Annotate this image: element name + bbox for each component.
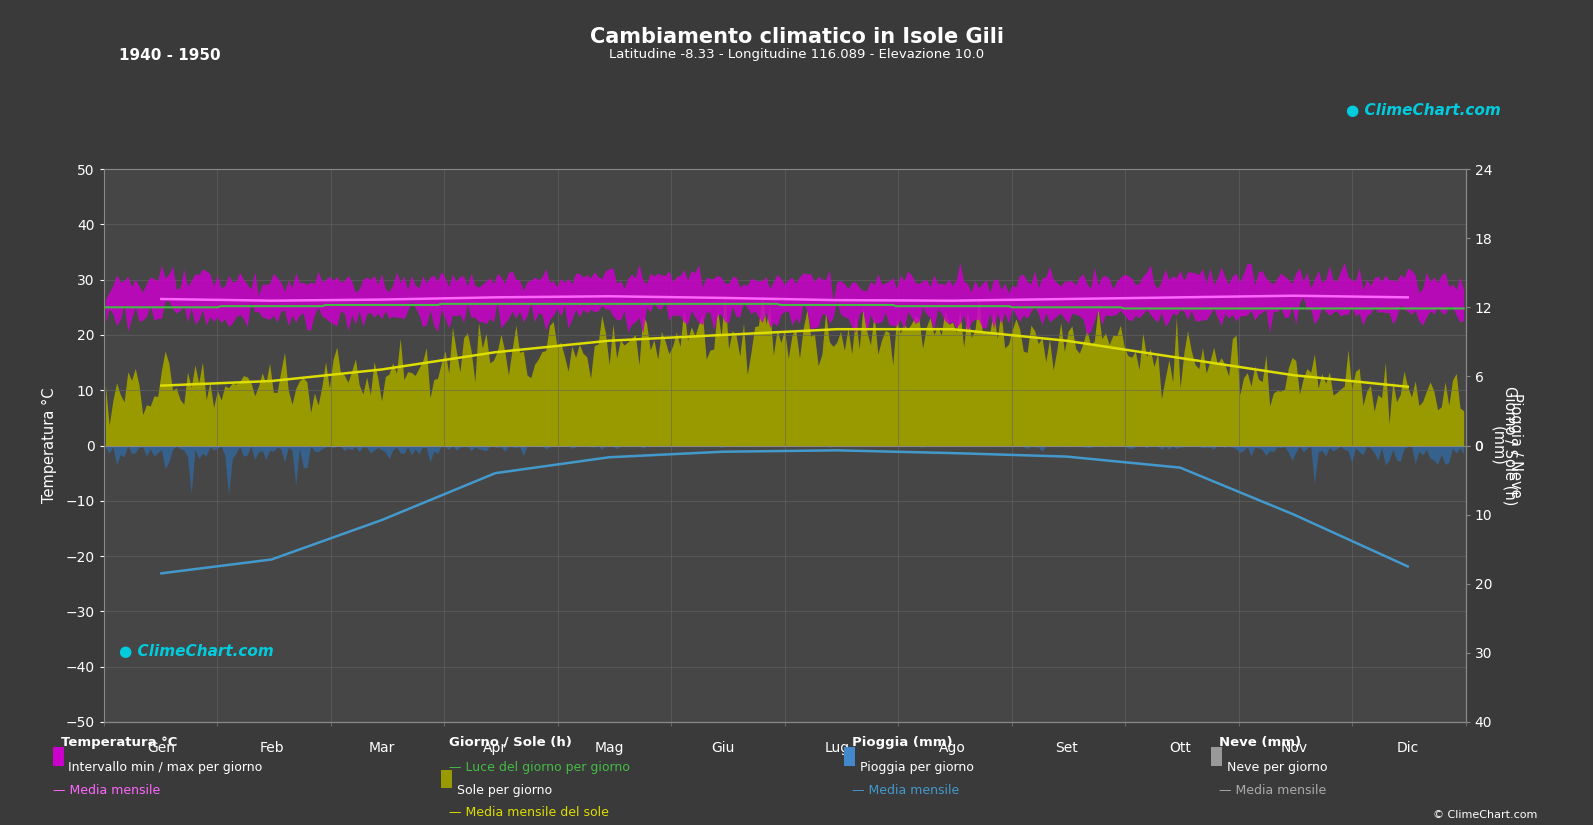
Text: ● ClimeChart.com: ● ClimeChart.com bbox=[119, 644, 274, 658]
Text: Cambiamento climatico in Isole Gili: Cambiamento climatico in Isole Gili bbox=[589, 27, 1004, 47]
Text: — Media mensile: — Media mensile bbox=[53, 784, 159, 797]
Text: Pioggia per giorno: Pioggia per giorno bbox=[860, 761, 973, 775]
Text: Mar: Mar bbox=[368, 741, 395, 755]
Y-axis label: Giorno / Sole (h): Giorno / Sole (h) bbox=[1502, 386, 1518, 505]
Text: Neve (mm): Neve (mm) bbox=[1219, 736, 1301, 749]
Text: Feb: Feb bbox=[260, 741, 284, 755]
Text: Nov: Nov bbox=[1281, 741, 1308, 755]
Text: ● ClimeChart.com: ● ClimeChart.com bbox=[1346, 103, 1501, 118]
Text: Ago: Ago bbox=[938, 741, 965, 755]
Text: Neve per giorno: Neve per giorno bbox=[1227, 761, 1327, 775]
Text: Temperatura °C: Temperatura °C bbox=[61, 736, 177, 749]
Text: Mag: Mag bbox=[594, 741, 624, 755]
Text: 1940 - 1950: 1940 - 1950 bbox=[119, 48, 221, 63]
Text: Giorno / Sole (h): Giorno / Sole (h) bbox=[449, 736, 572, 749]
Text: Gen: Gen bbox=[148, 741, 175, 755]
Text: Dic: Dic bbox=[1397, 741, 1419, 755]
Text: Pioggia (mm): Pioggia (mm) bbox=[852, 736, 953, 749]
Text: Apr: Apr bbox=[483, 741, 508, 755]
Text: — Media mensile: — Media mensile bbox=[852, 784, 959, 797]
Text: — Media mensile del sole: — Media mensile del sole bbox=[449, 806, 609, 819]
Text: — Media mensile: — Media mensile bbox=[1219, 784, 1325, 797]
Text: © ClimeChart.com: © ClimeChart.com bbox=[1432, 810, 1537, 820]
Text: Ott: Ott bbox=[1169, 741, 1192, 755]
Text: Intervallo min / max per giorno: Intervallo min / max per giorno bbox=[68, 761, 263, 775]
Y-axis label: Pioggia / Neve
(mm): Pioggia / Neve (mm) bbox=[1491, 394, 1523, 497]
Text: — Luce del giorno per giorno: — Luce del giorno per giorno bbox=[449, 761, 631, 775]
Y-axis label: Temperatura °C: Temperatura °C bbox=[41, 388, 57, 503]
Text: Latitudine -8.33 - Longitudine 116.089 - Elevazione 10.0: Latitudine -8.33 - Longitudine 116.089 -… bbox=[609, 48, 984, 61]
Text: Giu: Giu bbox=[712, 741, 734, 755]
Text: Lug: Lug bbox=[824, 741, 849, 755]
Text: Sole per giorno: Sole per giorno bbox=[457, 784, 553, 797]
Text: Set: Set bbox=[1055, 741, 1077, 755]
